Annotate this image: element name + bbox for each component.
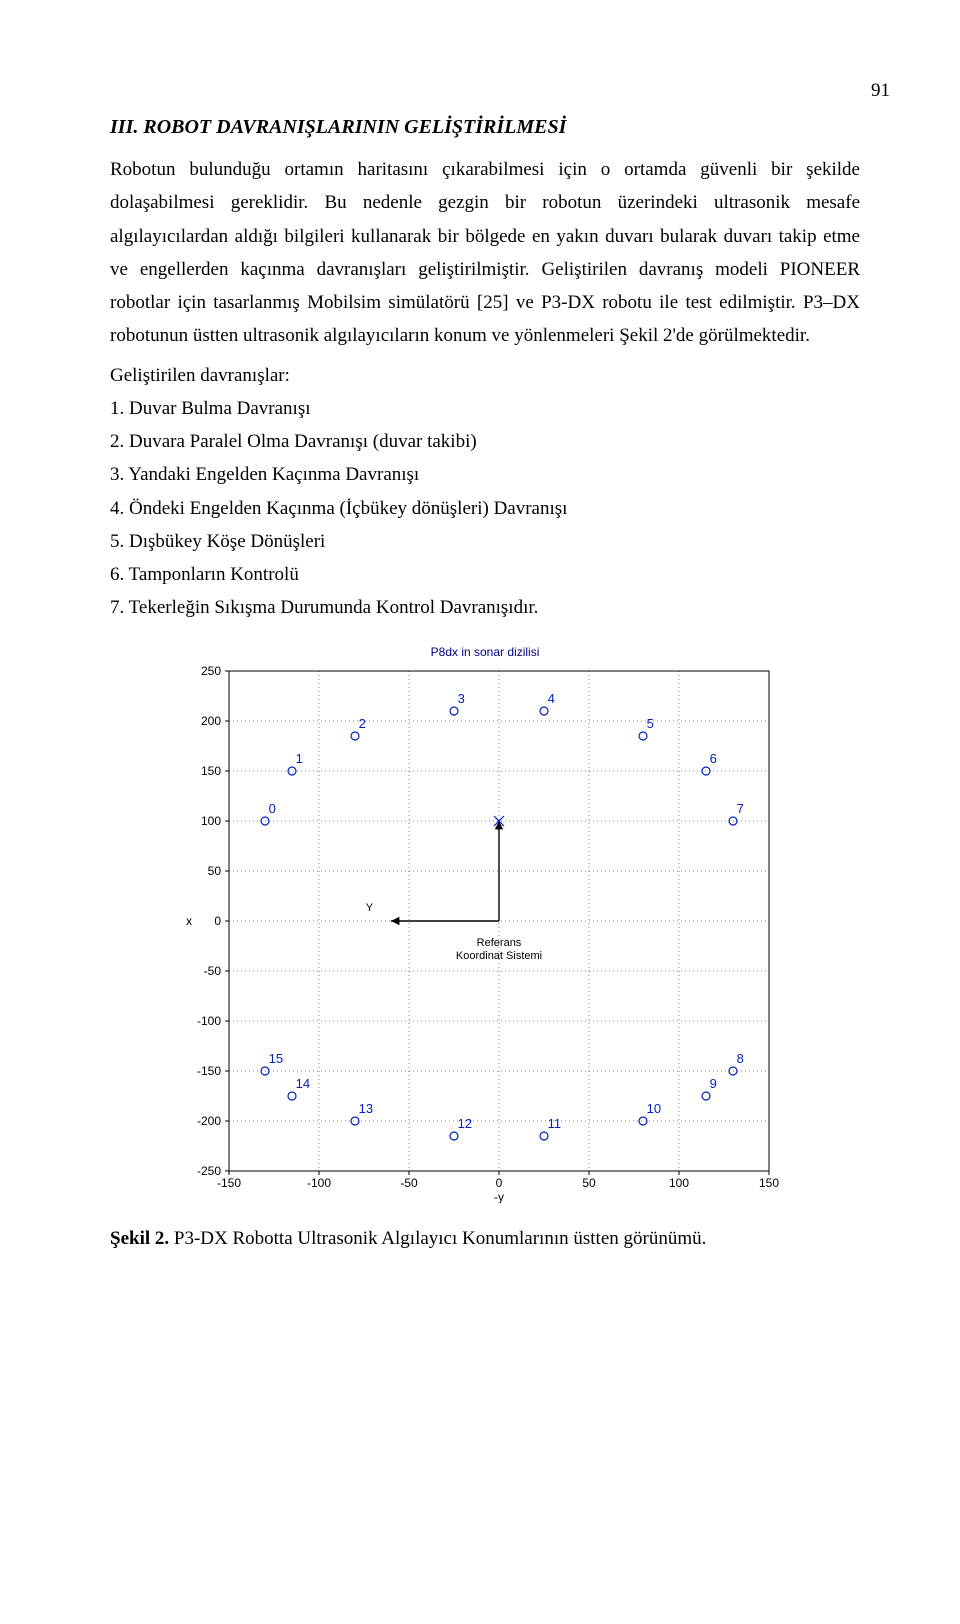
svg-text:0: 0 [214,914,221,928]
caption-text: P3-DX Robotta Ultrasonik Algılayıcı Konu… [169,1228,706,1249]
svg-text:14: 14 [296,1076,310,1091]
svg-text:200: 200 [201,714,221,728]
svg-text:150: 150 [201,764,221,778]
svg-text:Koordinat Sistemi: Koordinat Sistemi [456,950,542,962]
svg-text:-100: -100 [307,1176,331,1190]
section-heading: III. ROBOT DAVRANIŞLARININ GELİŞTİRİLMES… [110,116,860,139]
svg-text:Y: Y [366,902,374,914]
svg-text:12: 12 [458,1116,472,1131]
svg-text:11: 11 [548,1116,562,1131]
list-item: 7. Tekerleğin Sıkışma Durumunda Kontrol … [110,591,860,624]
behavior-list: 1. Duvar Bulma Davranışı2. Duvara Parale… [110,392,860,625]
svg-text:-250: -250 [197,1164,221,1178]
svg-text:100: 100 [201,814,221,828]
list-item: 2. Duvara Paralel Olma Davranışı (duvar … [110,425,860,458]
list-item: 1. Duvar Bulma Davranışı [110,392,860,425]
page-number: 91 [110,80,890,102]
svg-text:-y: -y [494,1190,504,1203]
svg-text:-50: -50 [204,964,222,978]
svg-text:5: 5 [647,716,654,731]
svg-text:8: 8 [737,1051,744,1066]
svg-text:3: 3 [458,691,465,706]
svg-text:-200: -200 [197,1114,221,1128]
list-item: 3. Yandaki Engelden Kaçınma Davranışı [110,458,860,491]
svg-text:50: 50 [208,864,222,878]
svg-text:150: 150 [759,1176,779,1190]
svg-text:50: 50 [582,1176,596,1190]
svg-text:Referans: Referans [477,937,522,949]
svg-text:-150: -150 [197,1064,221,1078]
svg-text:1: 1 [296,751,303,766]
list-item: 5. Dışbükey Köşe Dönüşleri [110,525,860,558]
sonar-plot: -150-100-50050100150-250-200-150-100-500… [175,663,783,1203]
chart-title: P8dx in sonar dizilisi [175,645,795,659]
sonar-chart: P8dx in sonar dizilisi -150-100-50050100… [175,645,795,1203]
list-item: 4. Öndeki Engelden Kaçınma (İçbükey dönü… [110,492,860,525]
list-header: Geliştirilen davranışlar: [110,359,860,392]
svg-text:2: 2 [359,716,366,731]
svg-text:100: 100 [669,1176,689,1190]
svg-text:-50: -50 [400,1176,418,1190]
svg-text:x: x [186,914,192,928]
list-item: 6. Tamponların Kontrolü [110,558,860,591]
caption-label: Şekil 2. [110,1228,169,1249]
svg-text:9: 9 [710,1076,717,1091]
svg-text:6: 6 [710,751,717,766]
svg-text:250: 250 [201,664,221,678]
svg-text:7: 7 [737,801,744,816]
svg-text:-150: -150 [217,1176,241,1190]
figure-caption: Şekil 2. P3-DX Robotta Ultrasonik Algıla… [110,1228,860,1250]
svg-text:10: 10 [647,1101,661,1116]
svg-text:-100: -100 [197,1014,221,1028]
svg-text:0: 0 [496,1176,503,1190]
svg-text:4: 4 [548,691,555,706]
intro-paragraph: Robotun bulunduğu ortamın haritasını çık… [110,153,860,353]
svg-text:0: 0 [269,801,276,816]
svg-text:13: 13 [359,1101,373,1116]
svg-text:15: 15 [269,1051,283,1066]
